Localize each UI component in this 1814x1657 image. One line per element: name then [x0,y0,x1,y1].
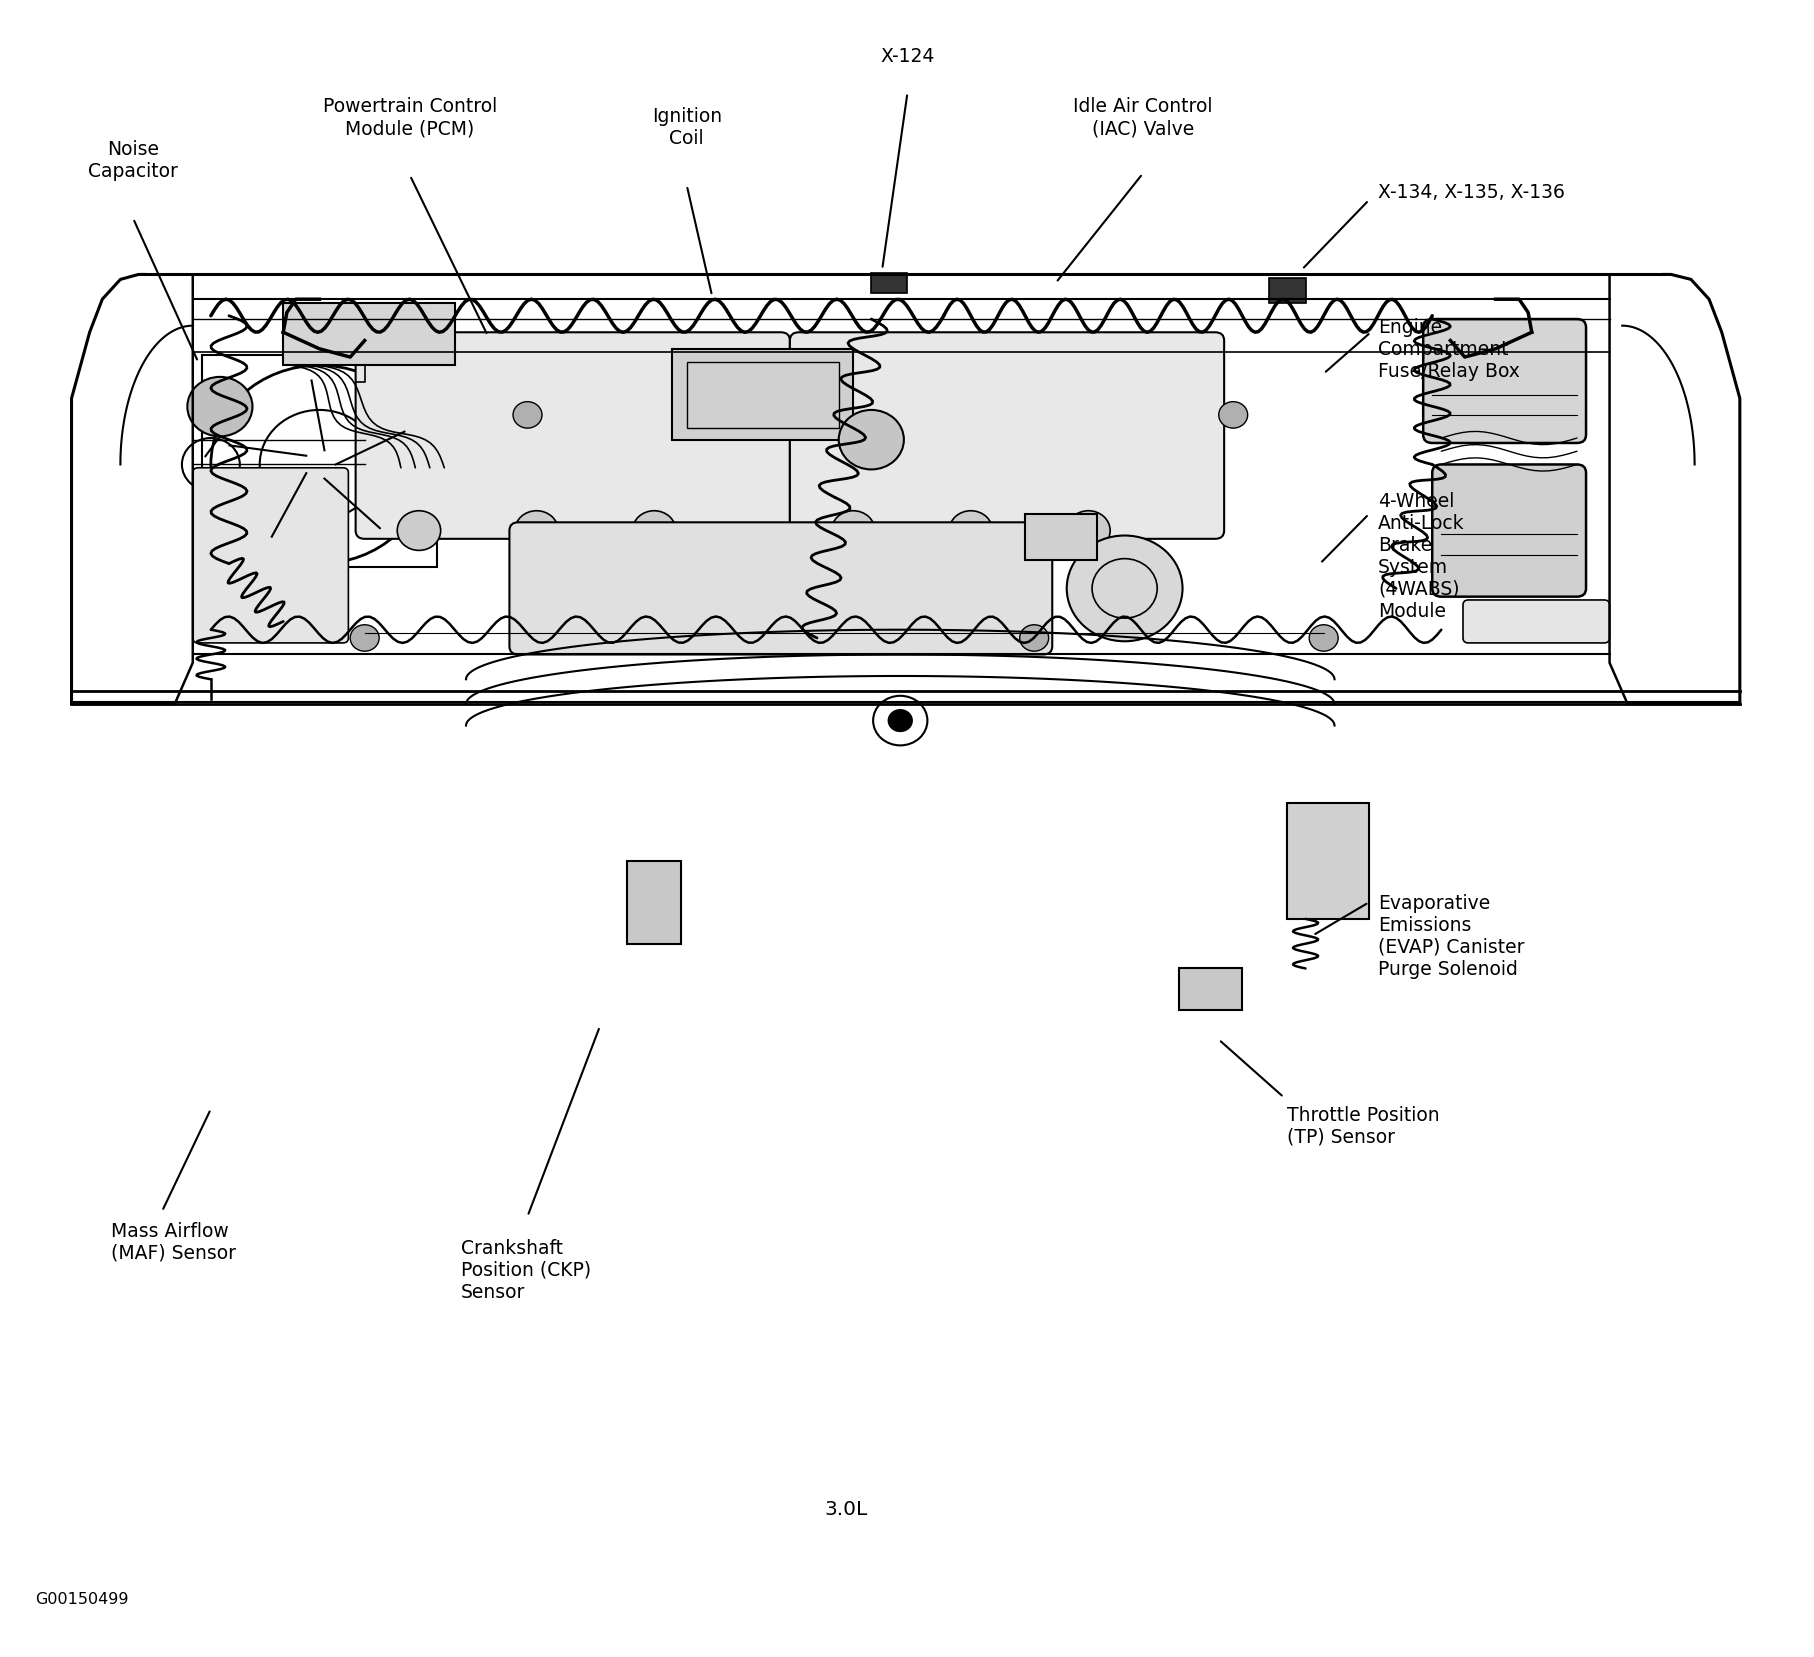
Circle shape [831,512,874,552]
Bar [626,862,680,944]
FancyBboxPatch shape [1462,600,1609,643]
FancyBboxPatch shape [192,469,348,643]
FancyBboxPatch shape [789,333,1223,540]
Text: Evaporative
Emissions
(EVAP) Canister
Purge Solenoid: Evaporative Emissions (EVAP) Canister Pu… [1377,893,1524,978]
Text: Mass Airflow
(MAF) Sensor: Mass Airflow (MAF) Sensor [111,1221,236,1263]
Circle shape [1217,403,1246,429]
Circle shape [838,411,903,471]
FancyBboxPatch shape [356,333,789,540]
Text: X-134, X-135, X-136: X-134, X-135, X-136 [1377,184,1564,202]
Bar [201,356,437,568]
Circle shape [187,378,252,437]
Bar [283,303,455,366]
Circle shape [1067,537,1183,641]
FancyBboxPatch shape [522,539,1039,593]
FancyBboxPatch shape [1422,320,1585,444]
Text: Throttle Position
(TP) Sensor: Throttle Position (TP) Sensor [1286,1105,1439,1147]
FancyBboxPatch shape [522,555,1039,610]
FancyBboxPatch shape [1431,466,1585,597]
Circle shape [515,512,559,552]
Bar [1025,515,1097,562]
Text: Idle Air Control
(IAC) Valve: Idle Air Control (IAC) Valve [1072,98,1212,138]
Circle shape [631,512,675,552]
Circle shape [397,512,441,552]
Circle shape [1019,625,1048,651]
Text: Crankshaft
Position (CKP)
Sensor: Crankshaft Position (CKP) Sensor [461,1238,590,1301]
Bar [1179,969,1241,1011]
Bar [671,350,853,441]
Text: Engine
Compartment
Fuse/Relay Box: Engine Compartment Fuse/Relay Box [1377,318,1518,381]
Bar [871,273,907,293]
Bar [686,363,838,429]
Bar [198,472,249,603]
Bar [1268,278,1304,303]
Text: G00150499: G00150499 [34,1591,129,1606]
Text: 4-Wheel
Anti-Lock
Brake
System
(4WABS)
Module: 4-Wheel Anti-Lock Brake System (4WABS) M… [1377,492,1464,620]
Text: X-124: X-124 [880,46,934,66]
Text: Noise
Capacitor: Noise Capacitor [89,141,178,181]
Circle shape [1067,512,1110,552]
Bar [1286,804,1368,920]
Circle shape [350,625,379,651]
Text: Powertrain Control
Module (PCM): Powertrain Control Module (PCM) [323,98,497,138]
Text: Ignition
Coil: Ignition Coil [651,108,722,147]
FancyBboxPatch shape [510,524,1052,655]
Circle shape [1308,625,1337,651]
Circle shape [887,709,912,732]
FancyBboxPatch shape [522,572,1039,626]
Circle shape [513,403,542,429]
Text: 3.0L: 3.0L [824,1500,867,1518]
Circle shape [949,512,992,552]
